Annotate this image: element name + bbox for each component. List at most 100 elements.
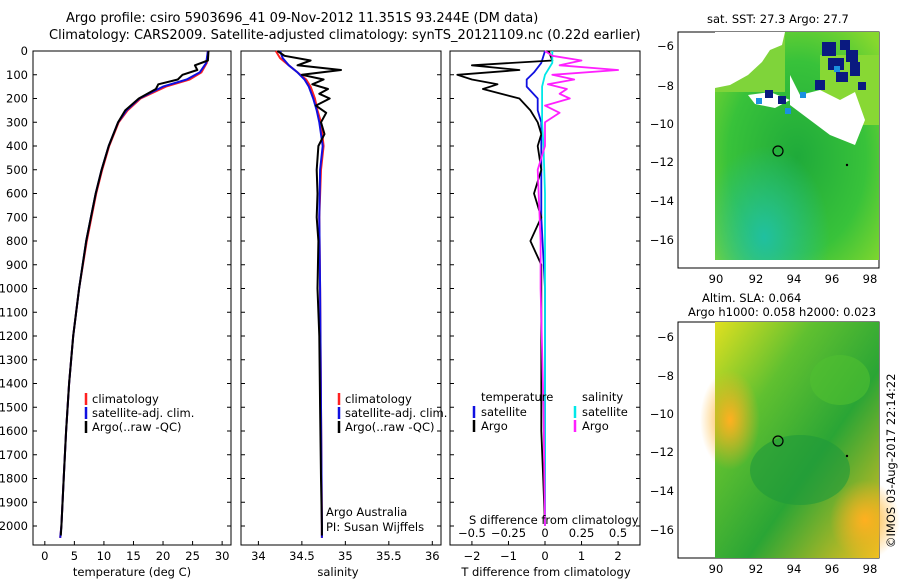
tick-label: −10 <box>650 407 674 421</box>
depth-tick-label: 1900 <box>0 495 28 509</box>
x-axis-label: T difference from climatology <box>460 565 631 579</box>
series-line-climatology <box>59 50 209 539</box>
plot-frame <box>32 50 232 546</box>
depth-tick-label: 0 <box>21 44 28 58</box>
sla-map: −6 −8 −10 −12 −14 −16 90 92 94 96 98 <box>650 321 900 576</box>
s-difference-label: S difference from climatology <box>469 513 639 527</box>
s-tick-label: 0.5 <box>609 526 627 540</box>
difference-panel: −2 −1 0 1 2 −0.5 −0.25 0 0.25 0.5 T difference fro… <box>449 50 641 579</box>
sla-y-ticks: −6 −8 −10 −12 −14 −16 <box>650 330 674 537</box>
tick-label: 98 <box>863 272 878 286</box>
sst-map-title: sat. SST: 27.3 Argo: 27.7 <box>707 12 849 26</box>
depth-tick-label: 200 <box>6 92 28 106</box>
s-tick-label: −0.5 <box>458 526 486 540</box>
legend-label-argo: Argo(..raw -QC) <box>345 420 435 434</box>
x-tick-label: 5 <box>71 549 78 563</box>
series-line-salinity-satellite <box>541 51 554 526</box>
temperature-legend: climatology satellite-adj. clim. Argo(..… <box>84 392 194 434</box>
depth-tick-label: 500 <box>6 163 28 177</box>
salinity-note-1: Argo Australia <box>326 505 407 519</box>
x-tick-label: 2 <box>614 549 621 563</box>
argo-location-marker <box>772 145 784 157</box>
tick-label: −6 <box>657 330 674 344</box>
x-tick-label: 20 <box>156 549 171 563</box>
x-tick-label: 1 <box>578 549 585 563</box>
legend-label-argo: Argo(..raw -QC) <box>92 420 182 434</box>
tick-label: 96 <box>825 272 840 286</box>
sst-map: −6 −8 −10 −12 −14 −16 90 92 94 96 98 <box>650 31 880 286</box>
tick-label: 94 <box>787 272 802 286</box>
depth-tick-label: 1000 <box>0 282 28 296</box>
legend-label-climatology: climatology <box>92 392 159 406</box>
tick-label: −12 <box>650 445 674 459</box>
depth-tick-label: 1700 <box>0 448 28 462</box>
sla-map-title-2: Argo h1000: 0.058 h2000: 0.023 <box>688 305 876 319</box>
sst-y-ticks: −6 −8 −10 −12 −14 −16 <box>650 39 674 247</box>
legend-label-satellite: satellite-adj. clim. <box>345 406 447 420</box>
x-tick-label: −2 <box>463 549 480 563</box>
sla-x-ticks: 90 92 94 96 98 <box>709 562 878 576</box>
legend-title-salinity: salinity <box>582 390 623 404</box>
s-tick-label: 0.25 <box>569 526 595 540</box>
depth-tick-label: 2000 <box>0 519 28 533</box>
sla-map-title-1: Altim. SLA: 0.064 <box>702 291 801 305</box>
tick-label: 92 <box>749 272 764 286</box>
depth-tick-label: 100 <box>6 68 28 82</box>
tick-label: −16 <box>650 233 674 247</box>
legend-label-t-satellite: satellite <box>481 405 527 419</box>
tick-label: −16 <box>650 523 674 537</box>
series-line-climatology <box>274 50 325 538</box>
tick-label: −14 <box>650 484 674 498</box>
salinity-panel: 34 34.5 35 35.5 36 salinity <box>240 50 442 579</box>
legend-label-satellite: satellite-adj. clim. <box>92 406 194 420</box>
legend-label-s-argo: Argo <box>582 419 609 433</box>
series-line-argo-raw-qc- <box>59 50 210 536</box>
argo-location-marker <box>772 435 784 447</box>
x-tick-label: 25 <box>185 549 200 563</box>
depth-tick-label: 300 <box>6 115 28 129</box>
plot-frame <box>240 50 442 546</box>
depth-tick-label: 1400 <box>0 377 28 391</box>
x-tick-label: 34 <box>251 549 266 563</box>
depth-tick-label: 1500 <box>0 400 28 414</box>
tick-label: −8 <box>657 369 674 383</box>
legend-title-temperature: temperature <box>481 390 553 404</box>
header-line-2: Climatology: CARS2009. Satellite-adjuste… <box>49 28 641 43</box>
tick-label: 98 <box>863 562 878 576</box>
depth-tick-label: 600 <box>6 187 28 201</box>
x-tick-label: 35 <box>338 549 353 563</box>
tick-label: 96 <box>825 562 840 576</box>
salinity-legend: climatology satellite-adj. clim. Argo(..… <box>326 392 447 534</box>
depth-tick-label: 1300 <box>0 353 28 367</box>
depth-tick-label: 1600 <box>0 424 28 438</box>
series-line-argo-raw-qc- <box>276 50 342 536</box>
depth-tick-label: 400 <box>6 139 28 153</box>
x-axis-label: salinity <box>317 565 358 579</box>
legend-label-s-satellite: satellite <box>582 405 628 419</box>
x-axis-label: temperature (deg C) <box>73 565 191 579</box>
map-panels: sat. SST: 27.3 Argo: 27.7 −6 −8 −10 −12 … <box>650 12 900 576</box>
header-line-1: Argo profile: csiro 5903696_41 09-Nov-20… <box>66 11 539 26</box>
tick-label: 90 <box>709 562 724 576</box>
depth-tick-label: 800 <box>6 234 28 248</box>
depth-tick-label: 1200 <box>0 329 28 343</box>
tick-label: 94 <box>787 562 802 576</box>
series-line-salinity-argo <box>536 50 619 527</box>
x-tick-label: 35.5 <box>376 549 402 563</box>
series-line-satellite-adj-clim- <box>59 50 209 539</box>
depth-tick-label: 900 <box>6 258 28 272</box>
x-tick-label: 34.5 <box>289 549 315 563</box>
x-tick-label: 30 <box>215 549 230 563</box>
sst-x-ticks: 90 92 94 96 98 <box>709 272 878 286</box>
s-tick-label: −0.25 <box>491 526 526 540</box>
series-line-satellite-adj-clim- <box>279 50 324 538</box>
tick-label: −14 <box>650 194 674 208</box>
series-line-temperature-argo <box>456 50 554 527</box>
depth-tick-label: 1800 <box>0 472 28 486</box>
imos-credit: ©IMOS 03-Aug-2017 22:14:22 <box>884 373 898 548</box>
temperature-panel: 0100200300400500600700800900100011001200… <box>0 44 232 579</box>
s-tick-label: 0 <box>541 526 548 540</box>
tick-label: 92 <box>749 562 764 576</box>
tick-label: −10 <box>650 117 674 131</box>
tick-label: −6 <box>657 39 674 53</box>
